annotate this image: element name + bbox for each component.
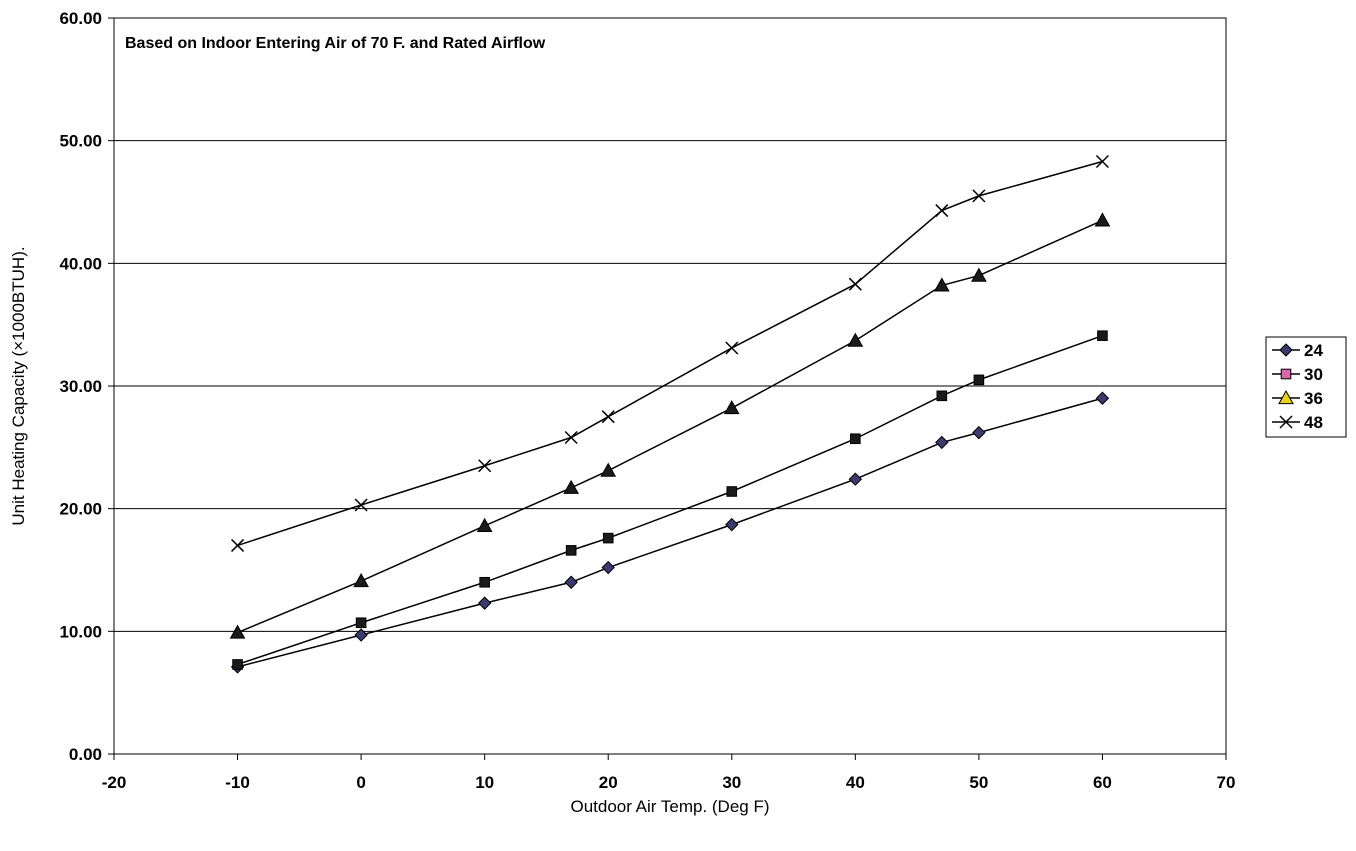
data-point-triangle	[600, 462, 617, 477]
series-lines	[229, 154, 1111, 674]
legend-item-24: 24	[1272, 341, 1323, 360]
data-point-diamond	[601, 560, 615, 575]
data-point-x	[231, 538, 245, 552]
data-point-x-stroke	[478, 459, 492, 473]
series-line-24	[237, 397, 1103, 668]
series-line-48	[237, 160, 1103, 547]
data-point-triangle	[353, 573, 369, 588]
y-tick-label: 30.00	[59, 377, 102, 396]
x-axis-label: Outdoor Air Temp. (Deg F)	[570, 797, 769, 816]
gridlines	[114, 140, 1226, 632]
data-point-triangle	[476, 517, 493, 532]
x-tick-label: 30	[722, 773, 741, 792]
legend-label: 24	[1304, 341, 1323, 360]
data-point-diamond	[935, 435, 949, 450]
data-point-square	[1280, 368, 1292, 380]
y-axis-label: Unit Heating Capacity (×1000BTUH).	[9, 246, 28, 525]
legend-label: 30	[1304, 365, 1323, 384]
data-point-triangle	[1278, 389, 1294, 405]
data-point-diamond	[972, 425, 986, 440]
data-point-square	[355, 617, 367, 629]
series-36	[229, 212, 1111, 639]
data-point-x	[478, 459, 492, 473]
series-line-36	[237, 219, 1103, 634]
x-tick-label: -10	[225, 773, 250, 792]
y-tick-label: 60.00	[59, 9, 102, 28]
data-point-x	[354, 498, 368, 512]
data-point-x-stroke	[848, 277, 862, 291]
y-tick-label: 0.00	[69, 745, 102, 764]
y-tick-label: 40.00	[59, 254, 102, 273]
x-tick-label: 0	[356, 773, 365, 792]
data-point-x-stroke	[354, 498, 368, 512]
chart-annotation: Based on Indoor Entering Air of 70 F. an…	[125, 35, 546, 52]
data-point-x	[564, 430, 578, 445]
series-30	[232, 330, 1108, 670]
data-point-x	[848, 277, 862, 291]
data-point-square	[1097, 330, 1108, 342]
data-point-square	[850, 433, 861, 445]
data-point-x	[935, 204, 949, 218]
data-point-x	[972, 189, 986, 203]
legend: 24 30 36 48	[1265, 336, 1347, 438]
data-point-triangle	[229, 624, 246, 639]
data-point-square	[726, 486, 738, 497]
axes: 0.00 10.00 20.00 30.00 40.00 50.00 60.00 -20 -10…	[59, 9, 1235, 792]
data-point-diamond	[1095, 391, 1110, 405]
x-tick-label: 20	[599, 773, 618, 792]
data-point-x-stroke	[1095, 154, 1109, 169]
data-point-square	[232, 659, 243, 670]
series-line-30	[237, 335, 1103, 666]
x-tick-label: 60	[1093, 773, 1112, 792]
data-point-square	[602, 532, 614, 544]
data-point-triangle	[563, 479, 580, 494]
y-tick-label: 20.00	[59, 500, 102, 519]
legend-label: 36	[1304, 389, 1323, 408]
data-point-x-stroke	[231, 538, 245, 552]
legend-box	[1265, 336, 1347, 438]
data-point-triangle	[723, 400, 740, 415]
data-point-triangle	[1094, 212, 1111, 227]
data-point-diamond	[1279, 343, 1293, 357]
data-point-diamond	[354, 628, 368, 642]
data-point-triangle	[971, 267, 987, 282]
data-point-x-stroke	[972, 189, 986, 203]
data-point-square	[565, 545, 577, 556]
series-24	[230, 391, 1110, 674]
data-point-triangle	[847, 332, 864, 347]
x-tick-label: -20	[102, 773, 127, 792]
x-tick-label: 10	[475, 773, 494, 792]
legend-label: 48	[1304, 413, 1323, 432]
data-point-diamond	[848, 472, 863, 486]
x-tick-label: 50	[969, 773, 988, 792]
data-point-diamond	[564, 575, 578, 589]
data-point-square	[936, 390, 948, 402]
data-point-x-stroke	[1279, 415, 1293, 429]
data-point-square	[973, 374, 985, 386]
data-point-x-stroke	[935, 204, 949, 218]
data-point-diamond	[477, 596, 492, 610]
x-tick-label: 70	[1217, 773, 1236, 792]
data-point-x	[1095, 154, 1109, 169]
legend-item-36: 36	[1272, 389, 1323, 408]
data-point-x-stroke	[601, 410, 615, 424]
x-tick-label: 40	[846, 773, 865, 792]
y-tick-label: 50.00	[59, 132, 102, 151]
y-tick-label: 10.00	[59, 622, 102, 641]
data-point-square	[479, 576, 490, 588]
legend-item-30: 30	[1272, 365, 1323, 384]
data-point-x-stroke	[564, 430, 578, 445]
data-point-x	[725, 341, 739, 355]
data-point-x	[601, 410, 615, 424]
data-point-x-stroke	[725, 341, 739, 355]
legend-item-48: 48	[1272, 413, 1323, 432]
data-point-diamond	[725, 517, 739, 532]
data-point-triangle	[933, 277, 950, 292]
series-48	[231, 154, 1109, 552]
data-point-x	[1279, 415, 1293, 429]
